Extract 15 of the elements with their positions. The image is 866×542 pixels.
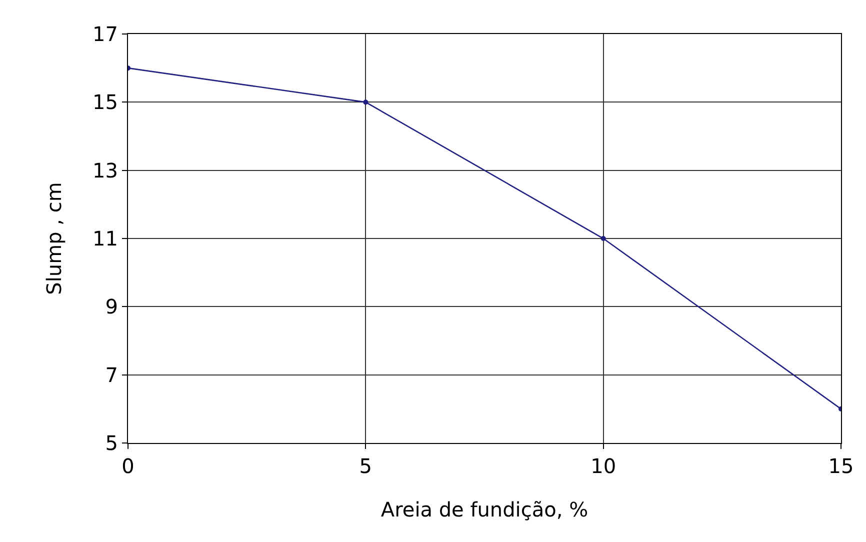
x-tick-label: 5 — [359, 454, 372, 478]
y-tick-label: 11 — [92, 226, 118, 250]
y-tick-label: 15 — [92, 90, 118, 114]
y-tick-label: 13 — [92, 158, 118, 182]
point — [600, 236, 606, 241]
x-tick-label: 10 — [590, 454, 616, 478]
y-tick-label: 7 — [105, 362, 118, 387]
x-axis-title: Areia de fundição, % — [380, 498, 588, 522]
y-axis-title: Slump , cm — [42, 182, 66, 295]
y-tick-label: 17 — [92, 22, 118, 46]
point — [363, 100, 368, 105]
x-tick-label: 15 — [828, 454, 854, 478]
x-tick-label: 0 — [122, 454, 134, 478]
y-tick-label: 5 — [105, 431, 118, 455]
y-tick-label: 9 — [105, 294, 118, 319]
